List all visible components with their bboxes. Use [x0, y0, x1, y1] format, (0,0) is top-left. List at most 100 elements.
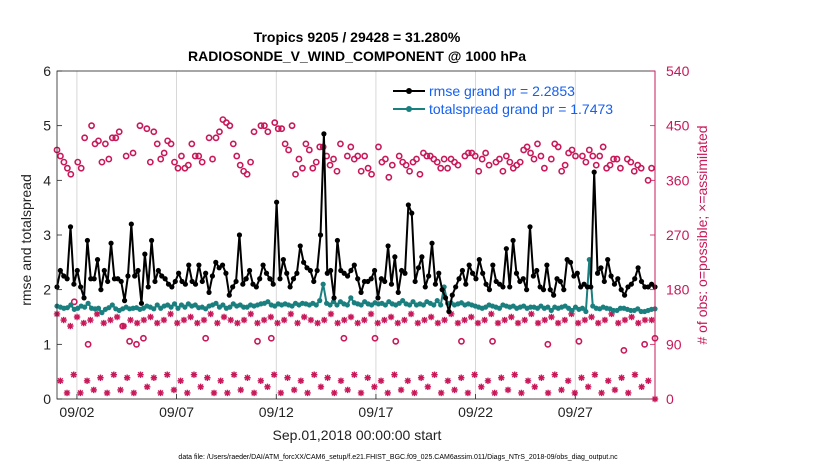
obs-assimilated-point-177	[645, 377, 652, 384]
obs-possible-point-105	[416, 170, 424, 178]
obs-assimilated-point-138	[514, 319, 522, 327]
obs-assimilated-point-19	[117, 386, 124, 394]
obs-assimilated-point-165	[605, 377, 612, 384]
rmse-point-134	[507, 284, 513, 290]
rmse-point-173	[638, 278, 645, 285]
rmse-point-89	[355, 276, 361, 282]
obs-possible-point-116	[454, 161, 462, 169]
totalspread-point-128	[496, 305, 503, 311]
totalspread-point-110	[434, 298, 440, 304]
obs-assimilated-point-126	[474, 319, 482, 327]
obs-possible-point-122	[475, 167, 483, 175]
rmse-point-158	[588, 284, 594, 290]
rmse-point-88	[351, 262, 357, 268]
rmse-point-116	[446, 308, 452, 315]
rmse-point-98	[385, 243, 391, 249]
rmse-point-108	[419, 254, 425, 260]
rmse-point-105	[409, 210, 415, 216]
obs-possible-point-99	[395, 152, 403, 160]
obs-possible-point-130	[502, 152, 510, 160]
obs-possible-point-167	[630, 167, 638, 175]
rmse-point-82	[331, 295, 337, 301]
obs-assimilated-point-56	[240, 316, 248, 324]
rmse-point-128	[486, 287, 493, 293]
obs-possible-point-107	[423, 152, 431, 160]
totalspread-point-100	[400, 298, 406, 304]
obs-assimilated-point-176	[641, 316, 649, 324]
obs-possible-point-150	[572, 152, 579, 160]
obs-possible-point-83	[340, 334, 348, 342]
rmse-point-119	[456, 276, 462, 282]
rmse-point-75	[307, 267, 313, 274]
x-tick-label-5: 09/27	[558, 404, 593, 420]
obs-possible-point-12	[95, 137, 102, 145]
rmse-point-72	[297, 243, 303, 249]
obs-possible-point-111	[437, 164, 445, 172]
totalspread-point-29	[154, 302, 160, 308]
rmse-point-8	[81, 295, 87, 301]
obs-assimilated-point-9	[83, 377, 91, 384]
obs-assimilated-point-50	[220, 313, 228, 321]
rmse-point-28	[148, 237, 155, 244]
rmse-point-3	[64, 276, 70, 282]
rmse-point-64	[270, 281, 276, 287]
left-axis: 0 1 2 3 4 5 6	[43, 63, 62, 407]
obs-assimilated-point-102	[394, 319, 401, 327]
obs-possible-point-121	[471, 152, 479, 160]
rmse-point-110	[426, 273, 432, 279]
y-axis-label: rmse and totalspread	[18, 174, 34, 306]
obs-assimilated-point-147	[544, 389, 552, 397]
obs-assimilated-point-173	[631, 371, 639, 378]
obs-possible-point-20	[122, 152, 130, 160]
rmse-point-9	[84, 237, 91, 244]
obs-possible-point-80	[330, 155, 337, 163]
obs-assimilated-point-175	[638, 383, 645, 391]
rmse-point-121	[463, 281, 469, 287]
obs-assimilated-point-65	[270, 371, 278, 378]
obs-assimilated-point-103	[397, 386, 405, 394]
obs-assimilated-point-13	[97, 374, 104, 381]
obs-assimilated-point-162	[595, 319, 602, 327]
obs-possible-point-79	[326, 161, 334, 169]
obs-possible-point-88	[357, 167, 365, 175]
obs-assimilated-point-5	[70, 371, 77, 378]
rmse-point-172	[635, 265, 641, 271]
obs-possible-point-146	[558, 167, 566, 175]
rmse-point-83	[334, 237, 341, 244]
rmse-point-94	[371, 267, 378, 274]
rmse-point-164	[608, 273, 614, 279]
y-right-tick-label-6: 540	[666, 63, 690, 79]
obs-assimilated-point-53	[230, 371, 238, 378]
obs-assimilated-point-164	[601, 316, 609, 324]
obs-possible-point-69	[292, 170, 299, 178]
rmse-point-69	[287, 284, 293, 290]
obs-assimilated-point-73	[297, 377, 305, 384]
obs-possible-point-55	[243, 170, 251, 178]
rmse-point-66	[277, 276, 283, 282]
obs-assimilated-point-153	[564, 377, 572, 384]
y-tick-label-1: 1	[43, 336, 51, 352]
rmse-point-67	[280, 257, 286, 263]
totalspread-point-35	[175, 305, 181, 311]
obs-assimilated-point-157	[578, 374, 585, 381]
obs-assimilated-point-83	[331, 389, 338, 397]
obs-possible-point-63	[271, 119, 279, 127]
obs-possible-point-102	[406, 167, 413, 175]
rmse-point-166	[615, 276, 621, 282]
rmse-point-70	[290, 276, 297, 282]
obs-assimilated-point-113	[431, 371, 438, 378]
obs-assimilated-point-69	[284, 374, 291, 381]
obs-possible-point-4	[67, 170, 75, 178]
obs-assimilated-point-136	[508, 313, 515, 321]
rmse-point-138	[520, 276, 526, 282]
obs-assimilated-point-59	[250, 389, 258, 397]
y-right-tick-label-4: 360	[666, 172, 690, 188]
obs-possible-point-45	[209, 155, 216, 163]
obs-possible-point-119	[464, 149, 472, 157]
obs-assimilated-point-151	[558, 386, 565, 394]
obs-assimilated-point-39	[184, 389, 191, 397]
obs-possible-point-6	[74, 158, 82, 166]
totalspread-point-9	[85, 300, 91, 306]
legend: rmse grand pr = 2.2853 totalspread grand…	[393, 83, 613, 117]
obs-possible-point-87	[354, 152, 362, 160]
